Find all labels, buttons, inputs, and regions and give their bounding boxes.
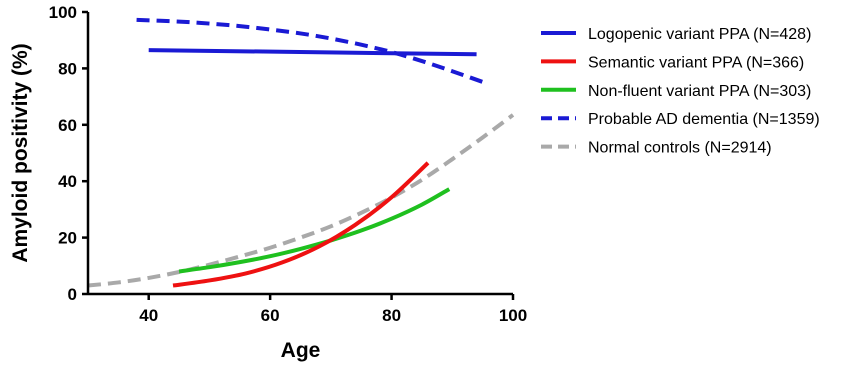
legend-label-2: Non-fluent variant PPA (N=303)	[588, 83, 811, 100]
x-tick-label: 80	[382, 306, 401, 325]
plot-lines	[87, 17, 515, 288]
y-tick-label: 40	[58, 172, 77, 191]
series-line-3	[136, 17, 484, 84]
legend-label-3: Probable AD dementia (N=1359)	[588, 111, 820, 128]
legend-label-4: Normal controls (N=2914)	[588, 140, 772, 157]
x-axis-title: Age	[281, 339, 321, 362]
y-axis-title: Amyloid positivity (%)	[9, 43, 32, 262]
legend-label-0: Logopenic variant PPA (N=428)	[588, 26, 811, 43]
y-tick-label: 0	[68, 285, 77, 304]
y-tick-label: 100	[49, 3, 77, 22]
series-line-1	[172, 161, 430, 288]
x-tick-label: 40	[139, 306, 158, 325]
y-tick-label: 20	[58, 229, 77, 248]
legend-label-1: Semantic variant PPA (N=366)	[588, 54, 804, 71]
x-ticks: 40 60 80 100	[139, 294, 527, 325]
series-line-0	[148, 48, 477, 57]
x-tick-label: 60	[261, 306, 280, 325]
y-tick-label: 60	[58, 116, 77, 135]
axes: 40 60 80 100 0 20 40 60 80 100	[49, 3, 528, 325]
series-line-4	[87, 113, 515, 288]
x-tick-label: 100	[499, 306, 527, 325]
legend: Logopenic variant PPA (N=428) Semantic va…	[541, 26, 820, 157]
series-line-2	[178, 187, 451, 274]
y-tick-label: 80	[58, 59, 77, 78]
y-ticks: 0 20 40 60 80 100	[49, 3, 88, 304]
